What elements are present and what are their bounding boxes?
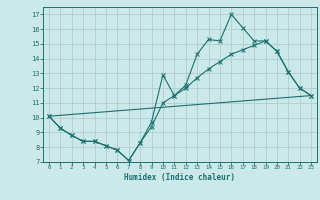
- X-axis label: Humidex (Indice chaleur): Humidex (Indice chaleur): [124, 173, 236, 182]
